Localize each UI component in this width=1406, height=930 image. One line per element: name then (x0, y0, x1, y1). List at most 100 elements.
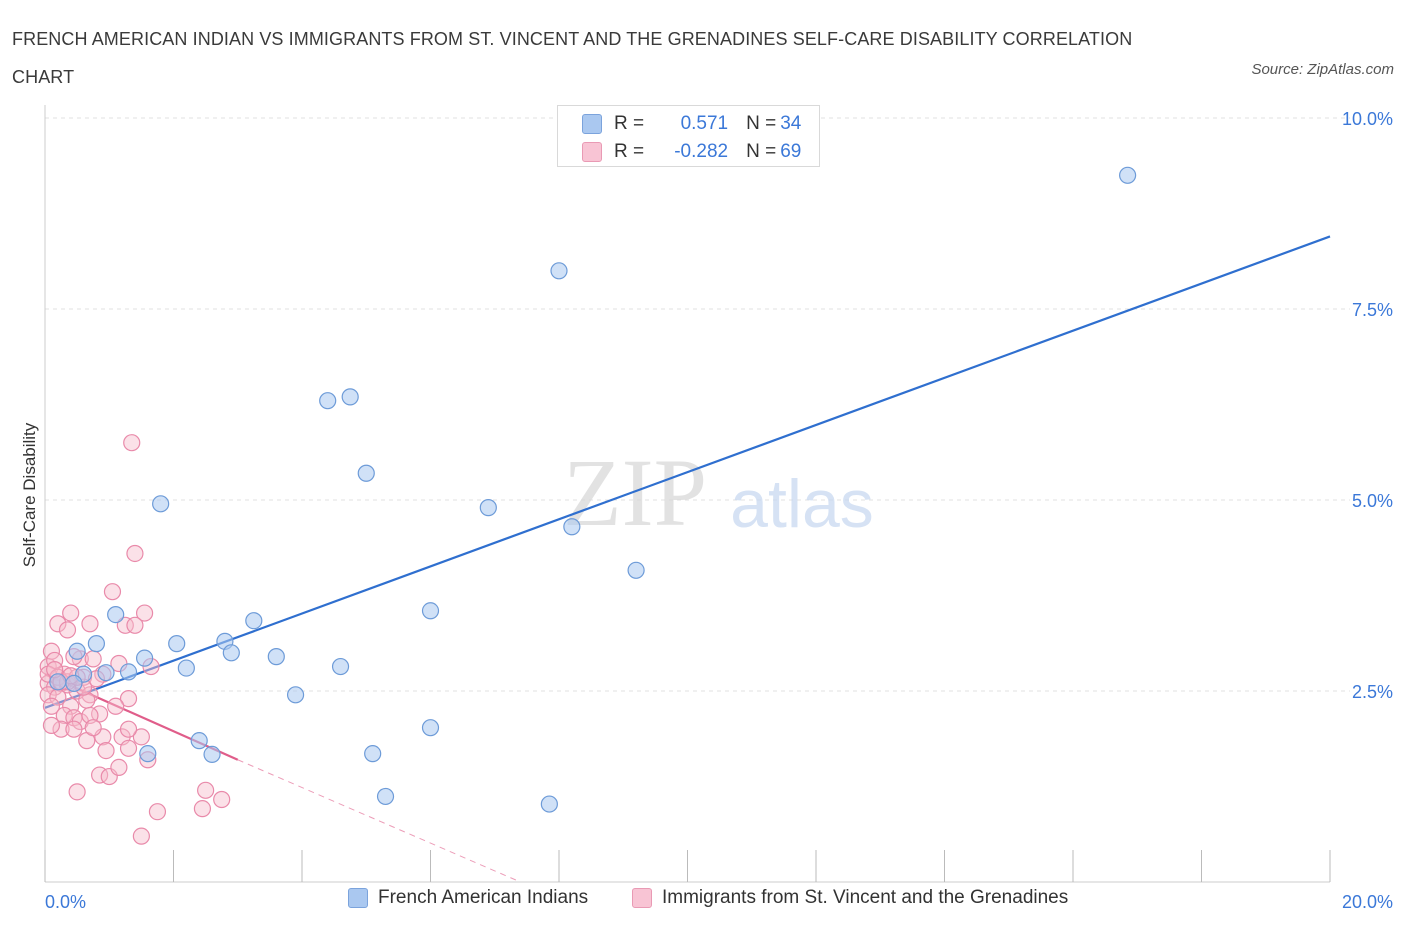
legend-swatch-blue (348, 888, 368, 908)
y-tick-label: 5.0% (1352, 491, 1393, 511)
data-point-immigrants-st-vincent (110, 758, 128, 777)
axes-layer (44, 105, 1331, 883)
y-tick-label: 7.5% (1352, 300, 1393, 320)
watermark: ZIP atlas (563, 439, 874, 546)
data-point-french-american-indians (139, 745, 157, 763)
y-tick-label: 10.0% (1342, 109, 1393, 129)
series-legend: French American Indians Immigrants from … (0, 887, 1406, 917)
r-value: 0.571 (680, 113, 729, 134)
grid-layer (45, 117, 1350, 692)
data-point-french-american-indians (550, 262, 568, 280)
data-point-immigrants-st-vincent (197, 781, 215, 799)
data-point-french-american-indians (1119, 166, 1137, 184)
legend-item-french-american-indians: French American Indians (348, 887, 588, 909)
swatch-blue (582, 114, 602, 134)
data-point-french-american-indians (245, 612, 263, 630)
data-point-immigrants-st-vincent (213, 790, 231, 809)
data-point-french-american-indians (119, 663, 138, 681)
trend-layer (44, 235, 1331, 883)
trend-extension-immigrants-st-vincent (237, 759, 521, 883)
n-value: 34 (780, 113, 802, 134)
data-point-french-american-indians (135, 649, 154, 667)
data-point-immigrants-st-vincent (81, 615, 99, 633)
data-point-immigrants-st-vincent (42, 697, 61, 715)
data-point-immigrants-st-vincent (68, 783, 86, 801)
x-tick-label: 20.0% (1342, 892, 1393, 912)
data-point-french-american-indians (87, 635, 106, 653)
data-point-immigrants-st-vincent (193, 800, 212, 818)
tick-labels: 2.5% 5.0% 7.5% 10.0% 0.0% 20.0% (45, 109, 1393, 912)
r-label: R = (614, 141, 645, 162)
data-point-immigrants-st-vincent (52, 720, 70, 738)
data-point-french-american-indians (97, 664, 115, 682)
data-point-immigrants-st-vincent (132, 827, 150, 845)
correlation-legend: R = 0.571 N = 34 R = -0.282 N = 69 (557, 105, 820, 167)
data-point-french-american-indians (68, 642, 86, 660)
y-tick-label: 2.5% (1352, 682, 1393, 702)
data-point-immigrants-st-vincent (58, 621, 77, 639)
data-point-immigrants-st-vincent (62, 604, 80, 622)
data-point-french-american-indians (267, 648, 285, 666)
swatch-pink (582, 142, 602, 162)
data-point-french-american-indians (421, 602, 440, 620)
data-point-immigrants-st-vincent (119, 739, 138, 757)
legend-label: Immigrants from St. Vincent and the Gren… (662, 887, 1069, 908)
data-point-immigrants-st-vincent (84, 650, 102, 668)
r-value: -0.282 (674, 141, 729, 162)
data-point-french-american-indians (319, 392, 337, 410)
data-point-immigrants-st-vincent (126, 616, 144, 634)
data-point-immigrants-st-vincent (116, 616, 134, 634)
data-point-immigrants-st-vincent (84, 719, 102, 737)
data-point-immigrants-st-vincent (46, 651, 64, 670)
n-label: N = (746, 113, 777, 134)
data-point-french-american-indians (65, 674, 83, 692)
stats-row-pink: R = -0.282 N = 69 (582, 138, 801, 166)
data-point-immigrants-st-vincent (119, 690, 138, 708)
data-point-french-american-indians (421, 719, 440, 737)
x-tick-label: 0.0% (45, 892, 86, 912)
data-point-french-american-indians (49, 673, 67, 691)
y-axis-label: Self-Care Disability (20, 422, 39, 567)
data-point-french-american-indians (177, 659, 195, 677)
data-point-immigrants-st-vincent (97, 741, 115, 760)
data-point-french-american-indians (540, 795, 558, 813)
data-point-immigrants-st-vincent (126, 544, 144, 563)
data-point-french-american-indians (331, 657, 350, 676)
source-credit: Source: ZipAtlas.com (1251, 61, 1394, 78)
trend-line-french-american-indians (44, 235, 1331, 709)
data-point-immigrants-st-vincent (103, 583, 122, 601)
legend-item-immigrants-st-vincent: Immigrants from St. Vincent and the Gren… (632, 887, 1068, 909)
data-point-french-american-indians (357, 464, 375, 482)
data-point-immigrants-st-vincent (132, 728, 150, 746)
data-point-french-american-indians (168, 635, 186, 653)
data-point-french-american-indians (286, 686, 305, 704)
data-point-immigrants-st-vincent (148, 803, 167, 821)
legend-label: French American Indians (378, 887, 589, 908)
data-point-immigrants-st-vincent (107, 697, 125, 715)
data-point-immigrants-st-vincent (49, 615, 67, 633)
n-label: N = (746, 141, 777, 162)
data-point-french-american-indians (203, 745, 221, 764)
n-value: 69 (780, 141, 802, 162)
data-point-french-american-indians (190, 732, 208, 750)
data-point-french-american-indians (341, 388, 359, 406)
chart-title: FRENCH AMERICAN INDIAN VS IMMIGRANTS FRO… (12, 29, 1133, 87)
watermark-atlas: atlas (730, 466, 874, 542)
data-point-french-american-indians (107, 605, 125, 624)
data-point-french-american-indians (364, 745, 382, 763)
data-point-french-american-indians (479, 499, 497, 517)
data-point-french-american-indians (376, 787, 395, 806)
r-label: R = (614, 113, 645, 134)
stats-row-blue: R = 0.571 N = 34 (582, 110, 801, 138)
legend-swatch-pink (632, 888, 652, 908)
data-point-immigrants-st-vincent (42, 716, 61, 734)
data-point-french-american-indians (152, 495, 170, 513)
data-point-french-american-indians (222, 644, 240, 662)
data-point-immigrants-st-vincent (135, 604, 154, 622)
data-point-immigrants-st-vincent (65, 720, 83, 738)
data-point-french-american-indians (627, 561, 645, 579)
points-layer (39, 166, 1137, 845)
data-point-immigrants-st-vincent (123, 434, 141, 452)
data-point-immigrants-st-vincent (119, 720, 138, 738)
